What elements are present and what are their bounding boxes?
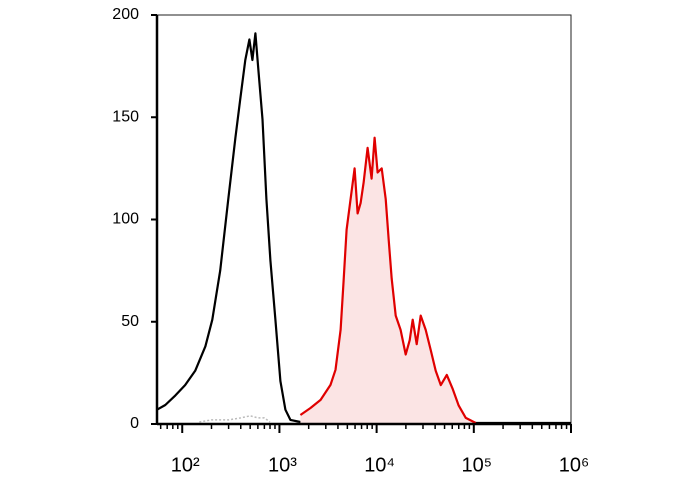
- line: [156, 32, 571, 425]
- x-tick-label: 10⁵: [462, 454, 493, 476]
- line: [199, 415, 271, 423]
- y-tick-label: 0: [130, 415, 139, 432]
- y-tick-label: 150: [112, 108, 139, 125]
- y-tick-label: 50: [121, 313, 139, 330]
- y-tick-label: 200: [112, 6, 139, 23]
- line: [299, 136, 477, 424]
- x-tick-label: 10²: [171, 454, 200, 476]
- area: [300, 137, 476, 424]
- x-tick-label: 10⁶: [559, 454, 589, 476]
- x-tick-label: 10⁴: [364, 454, 395, 476]
- x-tick-label: 10³: [268, 454, 297, 476]
- y-tick-label: 100: [112, 211, 139, 228]
